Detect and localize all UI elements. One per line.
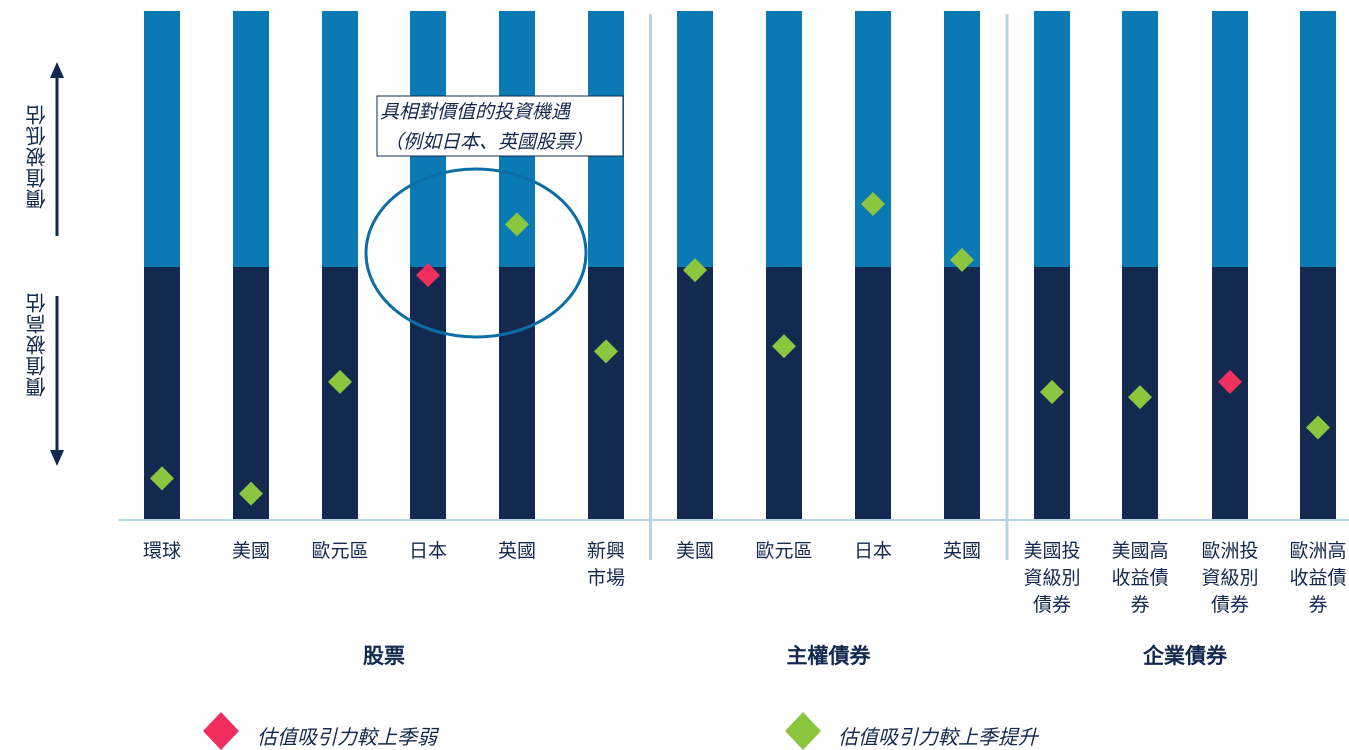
markers-layer (150, 192, 1330, 506)
category-label: 債券 (1211, 594, 1249, 616)
y-label-overvalued: 價值被高估 (25, 292, 49, 397)
category-label: 資級別 (1023, 567, 1080, 589)
marker-green (1040, 380, 1064, 404)
bar-lower (944, 267, 980, 519)
annotation-box (376, 95, 624, 157)
category-label: 券 (1130, 594, 1149, 616)
category-label: 美國高 (1111, 540, 1168, 562)
category-label: 收益債 (1289, 567, 1346, 589)
group-label: 股票 (363, 644, 405, 668)
bar-upper (233, 11, 269, 267)
bar-upper (322, 11, 358, 267)
marker-green (505, 212, 529, 237)
legend: 估值吸引力較上季弱 估值吸引力較上季提升 (203, 712, 1040, 750)
marker-green (239, 481, 263, 506)
bar-upper (144, 11, 180, 267)
bar-upper (944, 11, 980, 267)
marker-green (1306, 415, 1330, 440)
annotation-line1: 具相對價值的投資機遇 (380, 101, 572, 123)
category-label: 美國 (232, 540, 270, 562)
category-label: 券 (1308, 594, 1327, 616)
group-label: 主權債券 (787, 644, 872, 668)
bar-lower (499, 267, 535, 519)
marker-green (683, 258, 707, 283)
bar-lower (233, 267, 269, 519)
down-arrow-head (50, 450, 64, 466)
category-label: 歐洲高 (1289, 540, 1346, 562)
marker-red (1218, 369, 1242, 394)
legend-green-label: 估值吸引力較上季提升 (838, 725, 1040, 749)
marker-red (416, 263, 440, 288)
category-label: 歐洲投 (1201, 540, 1258, 562)
bar-upper (1212, 11, 1248, 267)
bar-upper (1300, 11, 1336, 267)
category-label: 美國 (676, 540, 714, 562)
category-label: 債券 (1033, 594, 1071, 616)
category-label: 美國投 (1023, 540, 1080, 562)
bar-upper (855, 11, 891, 267)
category-label: 資級別 (1201, 567, 1258, 589)
group-label: 企業債券 (1142, 644, 1228, 668)
bar-upper (1034, 11, 1070, 267)
category-label: 收益債 (1111, 567, 1168, 589)
category-label: 歐元區 (755, 540, 812, 562)
bar-lower (1300, 267, 1336, 519)
annotation-line2: （例如日本、英國股票） (384, 131, 593, 153)
marker-green (594, 339, 618, 364)
marker-green (772, 334, 796, 359)
marker-green (950, 247, 974, 272)
bar-lower (855, 267, 891, 519)
y-label-undervalued: 價值被低估 (25, 104, 49, 209)
bar-upper (1122, 11, 1158, 267)
annotation-ellipse (364, 167, 588, 339)
category-label: 環球 (143, 540, 181, 562)
legend-green-diamond (785, 712, 821, 750)
y-axis-arrows (50, 62, 64, 466)
bar-lower (766, 267, 802, 519)
category-label: 英國 (943, 540, 981, 562)
category-label: 日本 (854, 540, 892, 562)
marker-green (861, 192, 885, 217)
legend-red-diamond (203, 712, 239, 750)
marker-green (150, 466, 174, 491)
bar-upper (766, 11, 802, 267)
bar-upper (677, 11, 713, 267)
bar-lower (677, 267, 713, 519)
up-arrow-head (50, 62, 64, 78)
category-label: 新興 (587, 540, 625, 562)
category-label: 日本 (409, 540, 447, 562)
legend-red-label: 估值吸引力較上季弱 (257, 725, 440, 749)
bars-layer (118, 11, 1349, 560)
bar-lower (588, 267, 624, 519)
bar-lower (410, 267, 446, 519)
marker-green (328, 369, 352, 394)
category-label: 歐元區 (311, 540, 368, 562)
marker-green (1128, 385, 1152, 410)
category-label: 市場 (587, 567, 625, 589)
category-label: 英國 (498, 540, 536, 562)
